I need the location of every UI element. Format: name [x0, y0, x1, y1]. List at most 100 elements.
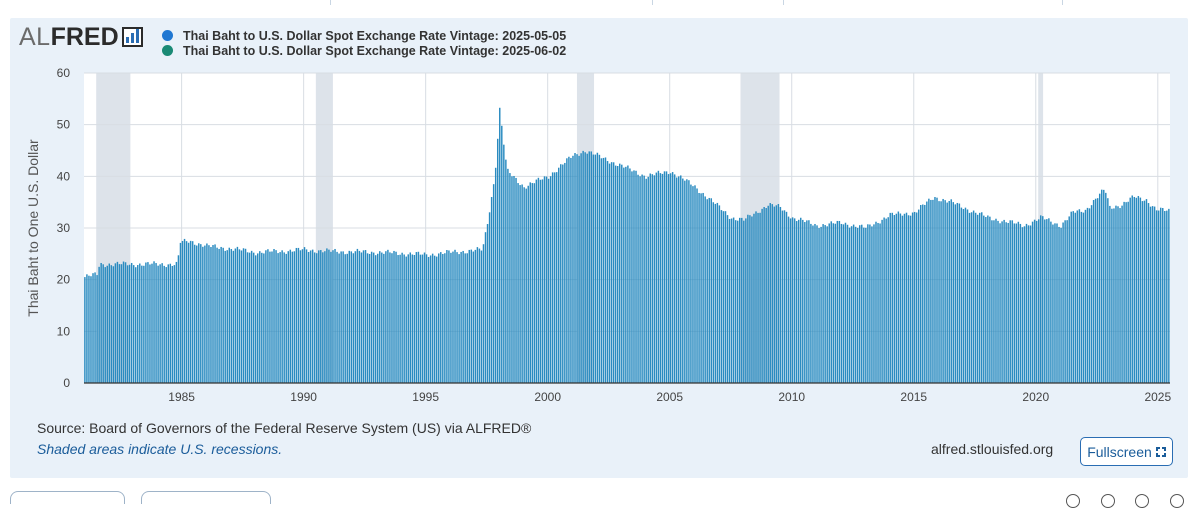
data-bar: [541, 179, 544, 383]
alfred-logo[interactable]: AL FRED: [19, 22, 143, 51]
legend-item[interactable]: Thai Baht to U.S. Dollar Spot Exchange R…: [162, 28, 566, 43]
data-bar: [366, 253, 369, 383]
data-bar: [120, 264, 123, 383]
data-bar: [116, 261, 119, 383]
data-bar: [462, 250, 464, 383]
data-bar: [856, 227, 859, 383]
data-bar: [299, 250, 302, 383]
data-bar: [354, 251, 357, 383]
data-bar: [360, 252, 363, 383]
data-bar: [185, 241, 188, 383]
data-bar: [515, 177, 517, 383]
data-bar: [397, 255, 399, 383]
data-bar: [739, 217, 741, 383]
top-divider: [783, 0, 784, 5]
legend-item[interactable]: Thai Baht to U.S. Dollar Spot Exchange R…: [162, 43, 566, 58]
data-bar: [1001, 221, 1003, 383]
data-bar: [322, 252, 324, 383]
data-bar: [574, 153, 576, 383]
share-icon[interactable]: [1135, 494, 1149, 508]
data-bar: [690, 184, 692, 383]
x-tick-label: 2010: [778, 390, 805, 404]
data-bar: [1162, 208, 1164, 383]
data-bar: [486, 224, 489, 383]
chart-area[interactable]: 0 10 20 30 40 50 60 1985 1990 1995 2000 2005 2010 201…: [0, 0, 1200, 420]
data-bar: [743, 220, 745, 383]
fullscreen-button[interactable]: Fullscreen: [1080, 437, 1173, 466]
data-bar: [950, 199, 952, 383]
data-bar: [791, 217, 794, 383]
data-bar: [344, 254, 346, 383]
data-bar: [340, 251, 342, 383]
data-bar: [771, 204, 774, 383]
data-bar: [128, 264, 131, 383]
site-url[interactable]: alfred.stlouisfed.org: [931, 441, 1054, 457]
data-bar: [1090, 205, 1093, 383]
data-bar: [1048, 218, 1050, 383]
data-bar: [212, 245, 214, 383]
data-bar: [1115, 205, 1117, 383]
logo-text-fred: FRED: [50, 22, 119, 51]
data-bar: [871, 226, 873, 383]
data-bar: [1088, 208, 1091, 383]
data-bar: [403, 254, 405, 383]
data-bar: [775, 205, 778, 383]
data-bar: [377, 253, 379, 383]
data-bar: [991, 220, 993, 383]
data-bar: [1035, 220, 1038, 383]
share-icon[interactable]: [1101, 494, 1115, 508]
data-bar: [476, 247, 479, 383]
data-bar: [385, 251, 387, 383]
data-bar: [238, 249, 241, 383]
data-bar: [578, 155, 580, 383]
data-bar: [773, 206, 776, 383]
data-bar: [600, 158, 603, 383]
share-icon[interactable]: [1170, 494, 1184, 508]
data-bar: [1070, 211, 1072, 383]
data-bar: [926, 201, 928, 383]
data-bar: [917, 209, 920, 383]
data-bar: [1141, 201, 1144, 383]
data-bar: [944, 200, 946, 383]
data-bar: [1039, 215, 1042, 383]
data-bar: [1159, 207, 1162, 383]
data-bar: [765, 208, 767, 383]
data-bar: [1098, 193, 1101, 383]
data-bar: [643, 175, 645, 383]
data-bar: [165, 267, 167, 383]
data-bar: [248, 252, 251, 383]
share-icon[interactable]: [1066, 494, 1080, 508]
y-axis-label: Thai Baht to One U.S. Dollar: [25, 139, 41, 317]
data-bar: [867, 224, 869, 383]
data-bar: [198, 243, 200, 383]
data-bar: [757, 212, 759, 383]
data-bar: [946, 202, 948, 383]
data-bar: [1023, 226, 1026, 383]
data-bar: [250, 250, 253, 383]
data-bar: [527, 185, 529, 383]
data-bar: [159, 264, 161, 383]
data-bar: [458, 254, 460, 383]
data-bar: [501, 125, 503, 384]
data-bar: [905, 212, 908, 383]
data-bar: [989, 216, 991, 383]
data-bar: [712, 202, 715, 383]
data-bar: [828, 223, 830, 383]
data-bar: [503, 144, 505, 383]
data-bar: [313, 252, 316, 383]
data-bar: [539, 179, 542, 383]
data-bar: [661, 173, 664, 383]
data-bar: [675, 177, 678, 383]
data-bar: [218, 248, 220, 383]
data-bar: [177, 255, 180, 383]
data-bar: [930, 199, 932, 383]
data-bar: [429, 255, 432, 383]
legend-dot-icon: [162, 45, 173, 56]
data-bar: [423, 252, 426, 383]
data-bar: [612, 162, 615, 383]
data-bar: [942, 198, 944, 383]
data-bar: [1082, 212, 1085, 383]
data-bar: [234, 248, 237, 383]
data-bar: [659, 173, 662, 383]
data-bar: [1105, 192, 1107, 383]
